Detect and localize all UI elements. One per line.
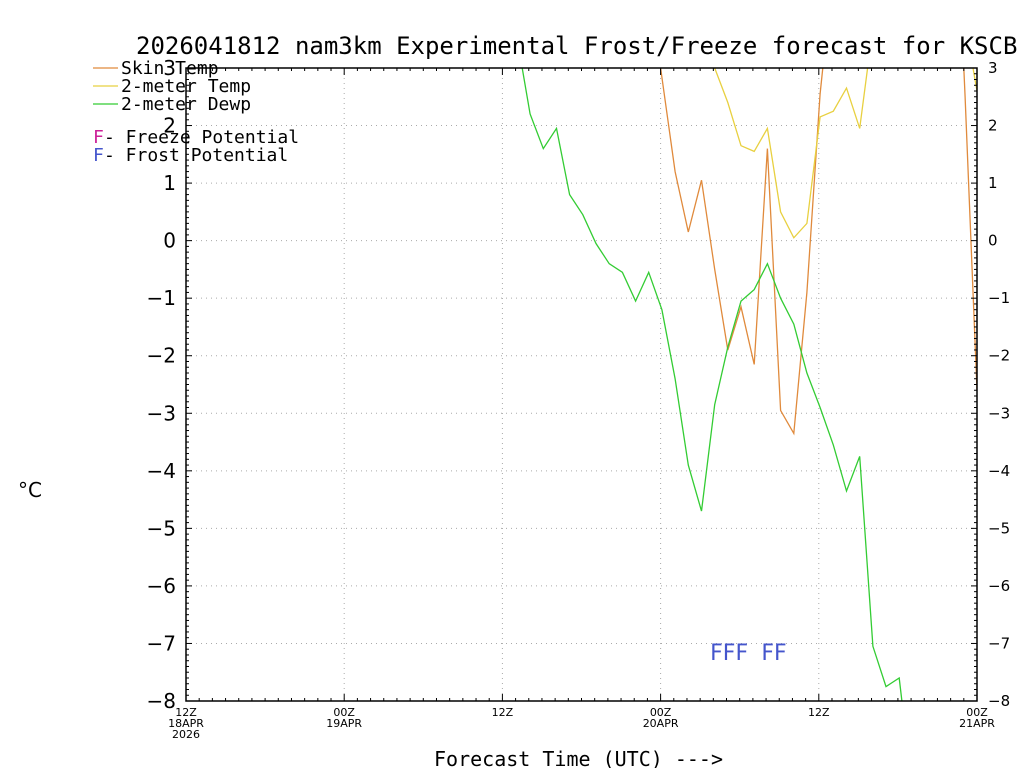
- y-tick-label-left: −3: [147, 401, 176, 425]
- y-tick-label-right: −1: [988, 289, 1010, 307]
- legend-label: 2-meter Dewp: [121, 94, 251, 115]
- x-tick-label: 12Z: [492, 706, 514, 719]
- series-line-skin-temp: [659, 68, 824, 436]
- series-line-2-meter-dewp: [521, 68, 903, 701]
- y-tick-label-left: −2: [147, 344, 176, 368]
- potential-markers: FFF FF: [710, 641, 786, 666]
- y-tick-label-left: −4: [147, 459, 176, 483]
- potential-legend-label: - Frost Potential: [104, 145, 288, 166]
- y-tick-label-left: 1: [163, 171, 176, 195]
- x-tick-label: 12Z: [808, 706, 830, 719]
- y-tick-label-left: 0: [163, 229, 176, 253]
- y-axis-label: °C: [18, 478, 42, 502]
- x-tick-label: 20APR: [643, 717, 679, 730]
- y-tick-label-left: 2: [163, 114, 176, 138]
- axes: [185, 67, 978, 702]
- y-tick-label-right: −3: [988, 404, 1010, 422]
- y-tick-label-right: −5: [988, 519, 1010, 537]
- x-tick-label: 18APR: [168, 717, 204, 730]
- x-tick-label: 2026: [172, 728, 200, 741]
- potential-legend-label: - Freeze Potential: [104, 127, 299, 148]
- y-tick-label-right: 2: [988, 117, 998, 135]
- grid: [185, 67, 978, 702]
- series-lines: [521, 68, 977, 701]
- x-tick-label: 00Z: [650, 706, 672, 719]
- y-tick-label-right: −7: [988, 634, 1010, 652]
- y-tick-label-right: 1: [988, 174, 998, 192]
- x-tick-label: 19APR: [326, 717, 362, 730]
- chart-title: 2026041812 nam3km Experimental Frost/Fre…: [136, 32, 1017, 60]
- legend-label: Skin Temp: [121, 58, 219, 79]
- legend-label: 2-meter Temp: [121, 76, 251, 97]
- y-tick-label-right: −4: [988, 462, 1010, 480]
- y-tick-label-left: −5: [147, 516, 176, 540]
- y-tick-label-right: −2: [988, 347, 1010, 365]
- potential-legend-marker: F: [93, 127, 104, 148]
- x-axis-label: Forecast Time (UTC) --->: [434, 747, 723, 768]
- y-tick-label-right: 3: [988, 59, 998, 77]
- y-tick-label-left: 3: [163, 56, 176, 80]
- y-tick-label-right: 0: [988, 232, 998, 250]
- frost-potential-marker: FF: [761, 641, 786, 666]
- series-line-skin-temp: [963, 68, 977, 391]
- x-tick-label: 12Z: [175, 706, 197, 719]
- x-tick-label: 21APR: [959, 717, 995, 730]
- y-tick-label-left: −1: [147, 286, 176, 310]
- y-tick-labels-left: 3 2 1 0 −1 −2 −3 −4 −5 −6 −7 −8: [147, 56, 176, 713]
- x-tick-label: 00Z: [966, 706, 988, 719]
- frost-potential-marker: FFF: [710, 641, 748, 666]
- potential-legend-marker: F: [93, 145, 104, 166]
- y-tick-label-right: −8: [988, 692, 1010, 710]
- x-tick-label: 00Z: [333, 706, 355, 719]
- series-line-2-meter-temp: [714, 68, 869, 239]
- y-tick-label-left: −7: [147, 631, 176, 655]
- y-tick-label-left: −6: [147, 574, 176, 598]
- y-tick-label-right: −6: [988, 577, 1010, 595]
- plot-frame: [185, 67, 978, 702]
- y-tick-labels-right: 3 2 1 0 −1 −2 −3 −4 −5 −6 −7 −8: [988, 59, 1010, 710]
- y-tick-label-left: −8: [147, 689, 176, 713]
